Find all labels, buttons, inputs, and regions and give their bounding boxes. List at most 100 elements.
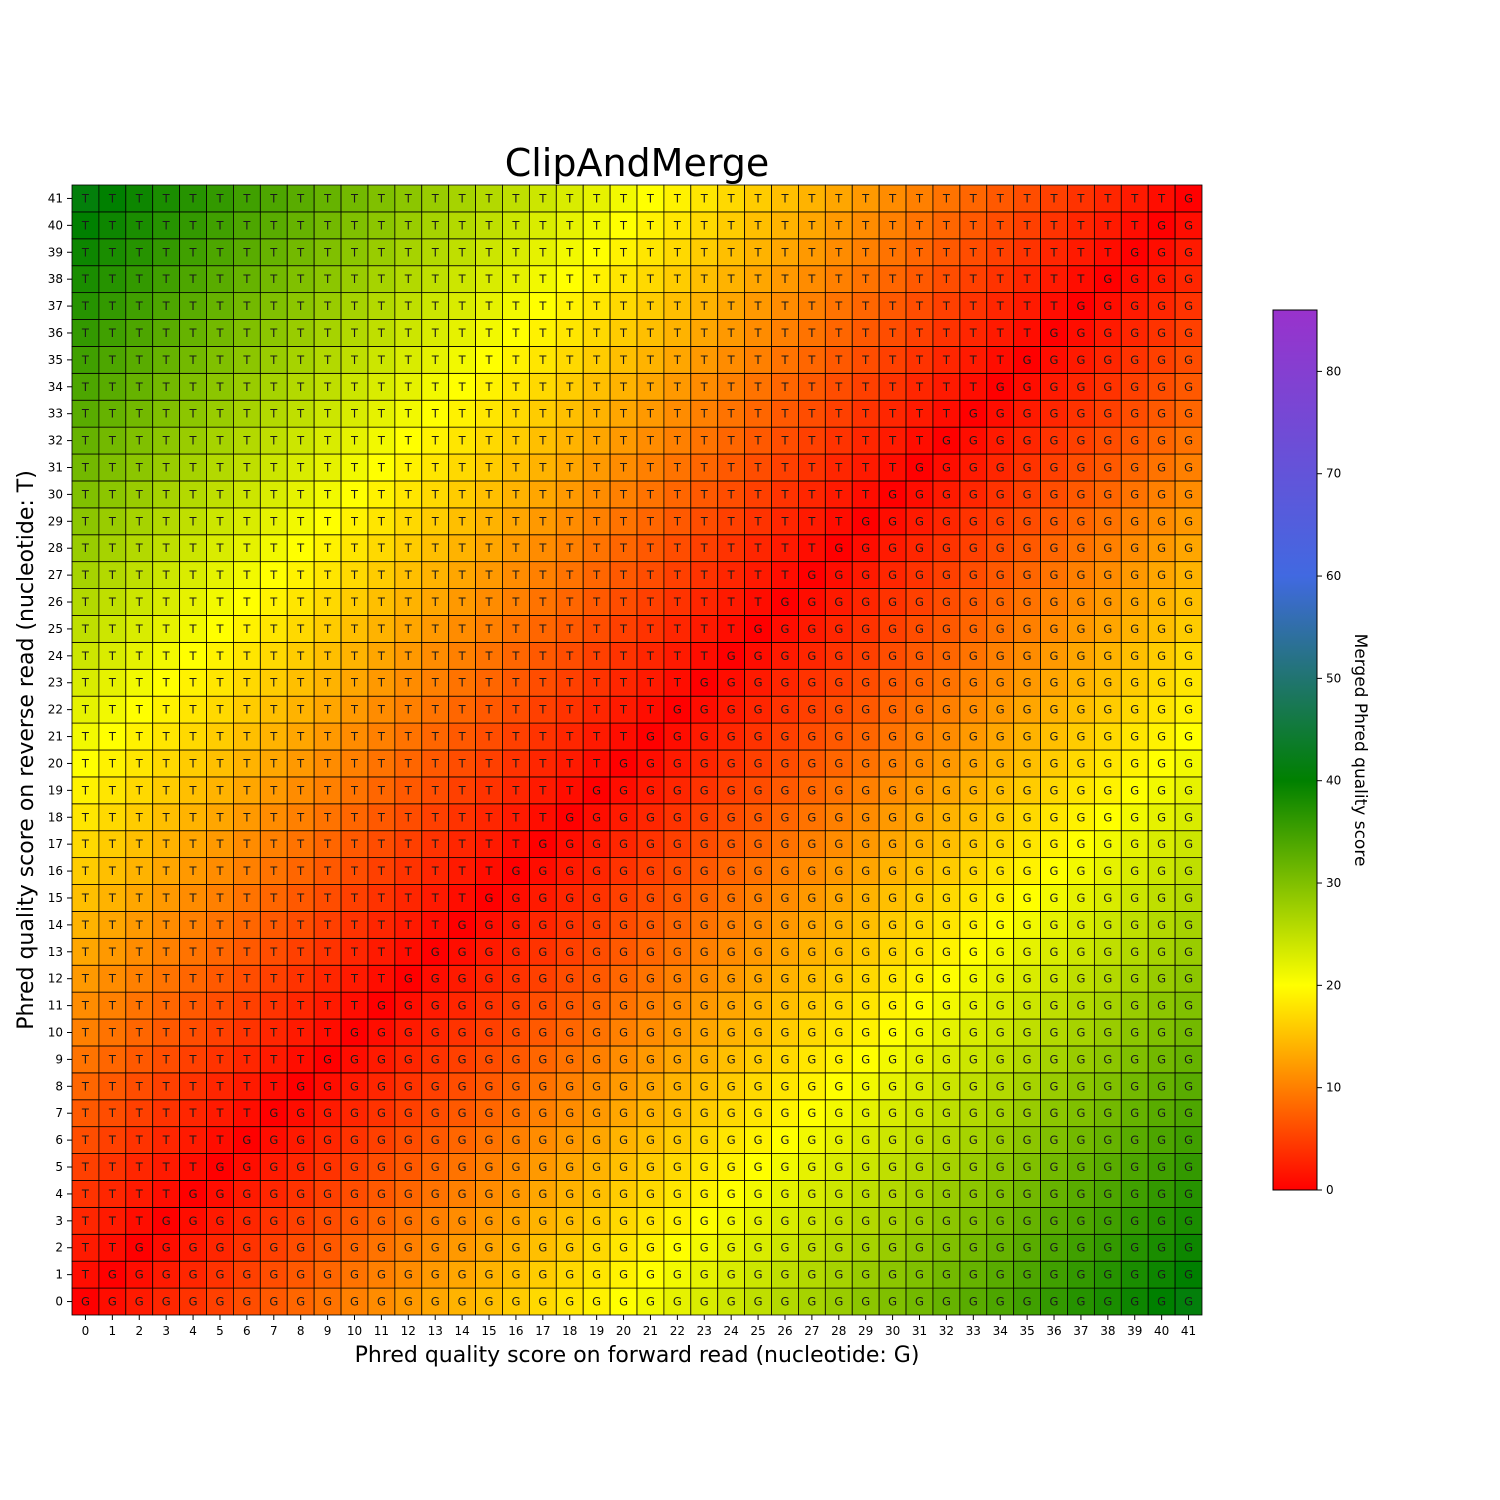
y-tick-label: 2 xyxy=(55,1241,63,1255)
cell-label: G xyxy=(511,1026,520,1040)
cell-label: G xyxy=(1157,218,1166,232)
heatmap-cell xyxy=(878,1099,907,1128)
cell-label: G xyxy=(1076,676,1085,690)
cell-label: T xyxy=(700,541,709,555)
cell-label: T xyxy=(81,1268,90,1282)
cell-label: G xyxy=(592,972,601,986)
cell-label: T xyxy=(215,487,224,501)
cell-label: T xyxy=(135,1079,144,1093)
cell-label: G xyxy=(1184,918,1193,932)
heatmap-cell xyxy=(905,884,934,912)
cell-label: T xyxy=(135,703,144,717)
cell-label: T xyxy=(242,380,251,394)
heatmap-cell xyxy=(771,1072,799,1101)
y-tick-label: 31 xyxy=(48,461,63,475)
cell-label: G xyxy=(646,1106,655,1120)
cell-label: G xyxy=(1103,864,1112,878)
cell-label: G xyxy=(1103,622,1112,636)
cell-label: G xyxy=(996,1106,1005,1120)
cell-label: T xyxy=(189,783,198,797)
cell-label: T xyxy=(485,756,494,770)
heatmap-cell xyxy=(690,884,719,912)
cell-label: T xyxy=(1050,272,1059,286)
cell-label: G xyxy=(1103,326,1112,340)
cell-label: G xyxy=(1103,891,1112,905)
cell-label: T xyxy=(485,837,494,851)
cell-label: T xyxy=(727,568,736,582)
cell-label: T xyxy=(81,326,90,340)
cell-label: G xyxy=(1050,353,1059,367)
cell-label: T xyxy=(780,514,789,528)
cell-label: G xyxy=(807,1268,816,1282)
cell-label: G xyxy=(727,972,736,986)
cell-label: G xyxy=(1023,1160,1032,1174)
colorbar-tick-label: 70 xyxy=(1326,467,1341,481)
heatmap-cell xyxy=(528,964,557,993)
cell-label: T xyxy=(834,353,843,367)
cell-label: T xyxy=(215,218,224,232)
cell-label: G xyxy=(673,810,682,824)
cell-label: T xyxy=(377,353,386,367)
cell-label: G xyxy=(1130,999,1139,1013)
cell-label: T xyxy=(350,380,359,394)
cell-label: T xyxy=(81,434,90,448)
cell-label: G xyxy=(915,837,924,851)
cell-label: G xyxy=(700,972,709,986)
cell-label: G xyxy=(969,999,978,1013)
cell-label: T xyxy=(242,864,251,878)
cell-label: G xyxy=(727,1268,736,1282)
cell-label: T xyxy=(162,1079,171,1093)
cell-label: T xyxy=(404,245,413,259)
cell-label: G xyxy=(350,1295,359,1309)
cell-label: T xyxy=(619,487,628,501)
heatmap-cell xyxy=(98,1233,127,1262)
cell-label: T xyxy=(565,622,574,636)
y-tick-label: 37 xyxy=(48,299,63,313)
cell-label: T xyxy=(915,299,924,313)
cell-label: T xyxy=(135,837,144,851)
cell-label: G xyxy=(431,1268,440,1282)
cell-label: T xyxy=(269,272,278,286)
heatmap-cell xyxy=(905,1126,934,1154)
heatmap-cell xyxy=(421,991,450,1020)
heatmap-cell xyxy=(340,830,369,859)
heatmap-cell xyxy=(421,1233,450,1262)
cell-label: G xyxy=(296,1214,305,1228)
cell-label: T xyxy=(592,245,601,259)
cell-label: T xyxy=(485,191,494,205)
cell-label: G xyxy=(1103,810,1112,824)
cell-label: G xyxy=(1076,649,1085,663)
cell-label: G xyxy=(1050,595,1059,609)
cell-label: T xyxy=(215,461,224,475)
cell-label: T xyxy=(189,945,198,959)
cell-label: G xyxy=(404,999,413,1013)
cell-label: G xyxy=(1130,972,1139,986)
cell-label: G xyxy=(1076,1214,1085,1228)
cell-label: G xyxy=(431,945,440,959)
cell-label: G xyxy=(700,945,709,959)
cell-label: G xyxy=(1076,810,1085,824)
cell-label: T xyxy=(269,541,278,555)
cell-label: T xyxy=(619,541,628,555)
cell-label: G xyxy=(431,1160,440,1174)
cell-label: G xyxy=(834,783,843,797)
cell-label: G xyxy=(1130,434,1139,448)
cell-label: T xyxy=(215,568,224,582)
cell-label: T xyxy=(834,326,843,340)
cell-label: T xyxy=(242,703,251,717)
cell-label: G xyxy=(485,945,494,959)
heatmap-cell xyxy=(421,964,450,993)
cell-label: G xyxy=(1076,1133,1085,1147)
heatmap-cell xyxy=(744,964,772,993)
cell-label: T xyxy=(619,595,628,609)
cell-label: T xyxy=(888,272,897,286)
cell-label: G xyxy=(1157,703,1166,717)
cell-label: T xyxy=(646,380,655,394)
cell-label: T xyxy=(834,191,843,205)
cell-label: G xyxy=(915,703,924,717)
cell-label: G xyxy=(1023,649,1032,663)
heatmap-cell xyxy=(959,803,988,832)
cell-label: T xyxy=(162,407,171,421)
heatmap-cell xyxy=(636,884,665,912)
